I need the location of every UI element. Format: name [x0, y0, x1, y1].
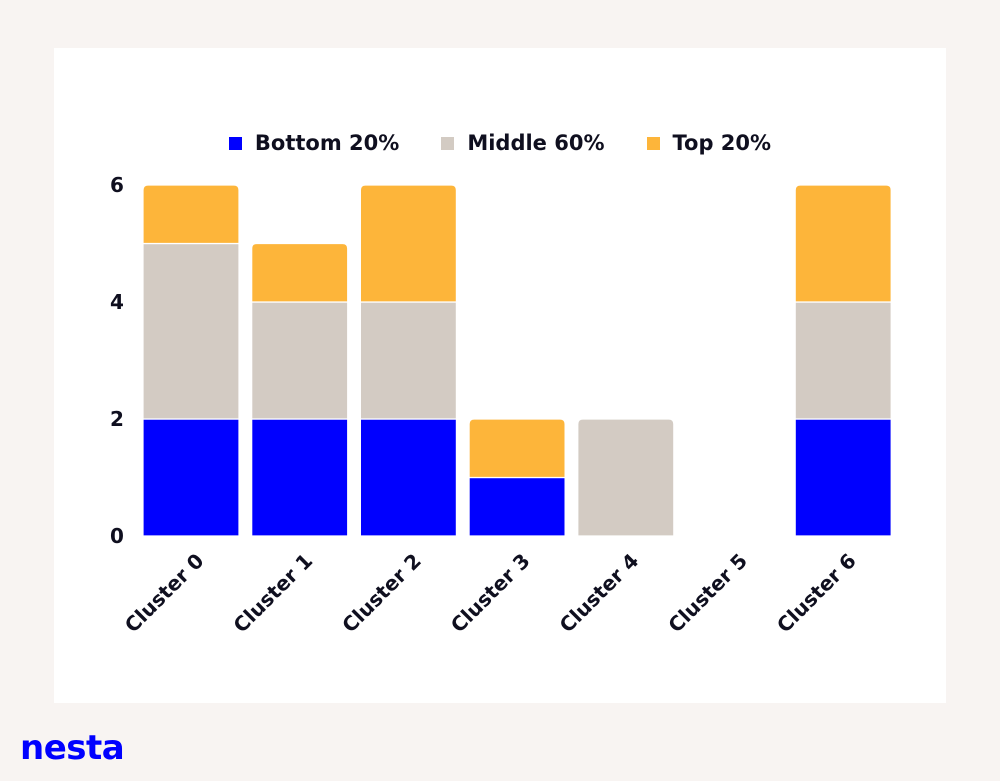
bar-segment-cluster-0-0: [142, 418, 240, 537]
bar-segment-cluster-2-2: [359, 184, 457, 303]
x-category-label: Cluster 6: [772, 549, 861, 638]
bar-segment-cluster-1-1: [251, 301, 349, 420]
legend-swatch-middle: [441, 136, 455, 150]
x-category-label: Cluster 3: [446, 549, 535, 638]
bar-segment-cluster-6-1: [794, 301, 892, 420]
bar-segment-cluster-2-0: [359, 418, 457, 537]
bar-segment-cluster-6-0: [794, 418, 892, 537]
bar-segment-cluster-3-2: [468, 418, 566, 479]
x-category-label: Cluster 5: [663, 549, 752, 638]
y-tick-label: 0: [110, 524, 124, 548]
legend-swatch-bottom: [228, 136, 242, 150]
bar-segment-cluster-0-1: [142, 242, 240, 420]
legend-label-bottom: Bottom 20%: [254, 131, 400, 155]
y-tick-label: 6: [110, 173, 124, 197]
legend-item-top: Top 20%: [646, 131, 772, 155]
bar-segment-cluster-1-2: [251, 242, 349, 303]
y-tick-label: 4: [110, 290, 124, 314]
legend-label-middle: Middle 60%: [467, 131, 605, 155]
x-category-label: Cluster 4: [555, 549, 644, 638]
x-category-label: Cluster 2: [337, 549, 426, 638]
bar-segment-cluster-3-0: [468, 476, 566, 537]
bar-segment-cluster-0-2: [142, 184, 240, 245]
bar-segment-cluster-4-1: [577, 418, 675, 537]
legend: Bottom 20% Middle 60% Top 20%: [0, 131, 1000, 155]
x-category-label: Cluster 1: [228, 549, 317, 638]
legend-item-bottom: Bottom 20%: [228, 131, 400, 155]
legend-label-top: Top 20%: [672, 131, 772, 155]
y-tick-label: 2: [110, 407, 124, 431]
x-category-label: Cluster 0: [120, 549, 209, 638]
legend-swatch-top: [646, 136, 660, 150]
legend-item-middle: Middle 60%: [441, 131, 605, 155]
bar-segment-cluster-1-0: [251, 418, 349, 537]
bar-segment-cluster-6-2: [794, 184, 892, 303]
bar-segment-cluster-2-1: [359, 301, 457, 420]
nesta-logo: nesta: [20, 728, 125, 768]
